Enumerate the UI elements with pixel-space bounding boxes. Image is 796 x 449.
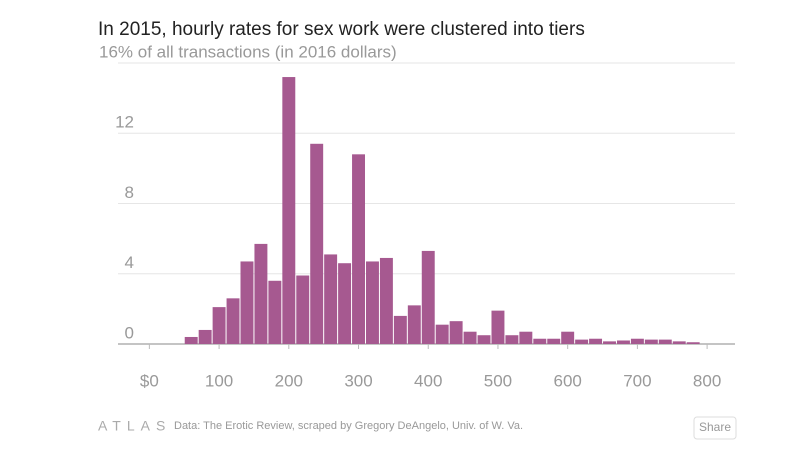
bar xyxy=(212,307,226,344)
bar xyxy=(491,310,505,344)
share-label[interactable]: Share xyxy=(699,420,731,434)
source: Data: The Erotic Review, scraped by Greg… xyxy=(174,420,523,432)
x-tick-label: 600 xyxy=(553,371,581,390)
bar xyxy=(240,261,254,344)
y-tick-label: 0 xyxy=(125,323,134,342)
bar xyxy=(198,329,212,344)
share-button[interactable] xyxy=(693,416,737,440)
bar xyxy=(505,335,519,344)
bar xyxy=(477,335,491,344)
bar xyxy=(421,250,435,344)
bar xyxy=(561,331,575,344)
y-tick-label: 8 xyxy=(125,183,134,202)
bar xyxy=(589,338,603,344)
bar xyxy=(672,341,686,344)
x-tick-label: 300 xyxy=(344,371,372,390)
bar xyxy=(379,257,393,344)
bar xyxy=(616,340,630,344)
bar xyxy=(393,315,407,344)
bar xyxy=(296,275,310,344)
bar xyxy=(463,331,477,344)
bar xyxy=(575,339,589,344)
x-tick-label: $0 xyxy=(140,371,159,390)
bar xyxy=(365,261,379,344)
bar xyxy=(519,331,533,344)
bar xyxy=(533,338,547,344)
bar xyxy=(352,154,365,344)
bar xyxy=(644,339,658,344)
bar xyxy=(686,342,700,344)
bar xyxy=(226,298,240,344)
y-tick-label: 12 xyxy=(115,113,134,132)
bar xyxy=(310,143,324,344)
bar xyxy=(282,77,296,345)
bar xyxy=(254,243,268,344)
x-tick-label: 400 xyxy=(414,371,442,390)
x-tick-label: 200 xyxy=(275,371,303,390)
bar xyxy=(603,341,616,344)
bar xyxy=(324,254,338,344)
bar xyxy=(338,263,352,344)
y-tick-label: 16% of all transactions (in 2016 dollars… xyxy=(99,42,397,61)
x-tick-label: 700 xyxy=(623,371,651,390)
x-tick-label: 500 xyxy=(484,371,512,390)
bar xyxy=(184,336,198,344)
chart-title: In 2015, hourly rates for sex work were … xyxy=(98,19,585,40)
bar xyxy=(630,338,644,344)
bar xyxy=(268,280,282,344)
bar xyxy=(435,324,449,344)
bar xyxy=(449,321,463,344)
x-tick-label: 100 xyxy=(205,371,233,390)
bar xyxy=(547,338,561,344)
bar xyxy=(407,305,421,344)
x-tick-label: 800 xyxy=(693,371,721,390)
y-tick-label: 4 xyxy=(125,253,134,272)
bar xyxy=(658,339,672,344)
logo: ATLAS xyxy=(98,418,171,434)
